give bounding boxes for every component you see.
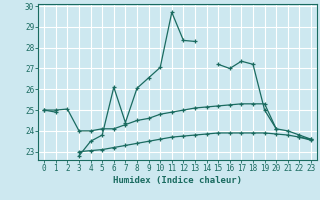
X-axis label: Humidex (Indice chaleur): Humidex (Indice chaleur) bbox=[113, 176, 242, 185]
